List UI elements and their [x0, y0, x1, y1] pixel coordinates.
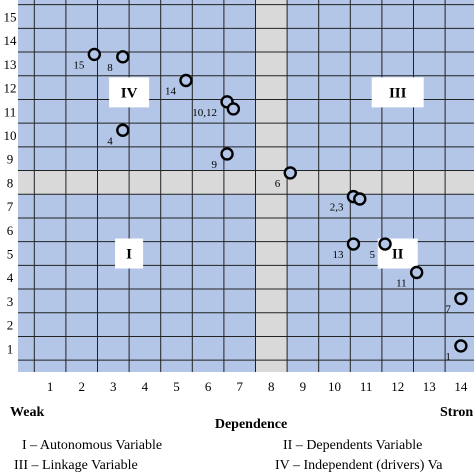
data-point-label: 10,12 — [192, 107, 217, 119]
data-point-label: 13 — [332, 249, 344, 261]
quadrant-label: II — [392, 247, 404, 263]
legend-autonomous: I – Autonomous Variable — [22, 438, 162, 453]
shaded-bands — [18, 0, 474, 372]
data-point — [283, 166, 297, 180]
shaded-row — [18, 170, 474, 195]
data-point — [346, 237, 361, 251]
x-tick-label: 12 — [391, 379, 404, 394]
x-tick-labels: 1 2 3 4 5 6 7 8 9 10 11 12 13 14 — [47, 379, 468, 394]
y-tick-label: 14 — [4, 33, 18, 48]
y-tick-label: 4 — [7, 270, 14, 285]
quadrant-label: I — [126, 247, 132, 263]
y-tick-label: 13 — [4, 57, 17, 72]
y-tick-label: 15 — [4, 10, 17, 25]
legend-linkage: III – Linkage Variable — [14, 458, 138, 473]
y-tick-label: 3 — [7, 294, 14, 309]
data-point — [179, 73, 193, 88]
y-tick-label: 7 — [7, 199, 14, 214]
x-tick-label: 11 — [360, 379, 373, 394]
data-point-label: 1 — [445, 351, 451, 363]
axis-weak-label: Weak — [10, 405, 44, 420]
data-point — [87, 47, 102, 62]
y-tick-label: 5 — [7, 247, 14, 262]
data-point — [116, 123, 130, 137]
data-point — [353, 192, 367, 206]
legend-dependents: II – Dependents Variable — [283, 438, 422, 453]
data-point — [220, 147, 234, 161]
x-tick-label: 1 — [47, 379, 54, 394]
data-points: 15 8 14 10,12 4 9 6 2,3 13 5 11 7 1 — [73, 47, 468, 363]
x-tick-label: 4 — [142, 379, 149, 394]
data-point-label: 8 — [107, 62, 113, 74]
data-point — [116, 50, 130, 64]
data-point — [454, 339, 468, 353]
x-tick-label: 13 — [423, 379, 436, 394]
y-tick-label: 8 — [7, 175, 14, 190]
quadrant-label: III — [389, 85, 407, 101]
data-point-label: 14 — [165, 85, 177, 97]
x-tick-label: 8 — [268, 379, 275, 394]
quadrant-box — [115, 238, 144, 269]
data-point-label: 7 — [445, 304, 451, 316]
data-point-label: 15 — [73, 59, 85, 71]
grid-lines — [18, 0, 474, 372]
data-point-label: 11 — [396, 277, 407, 289]
axis-strong-label: Stron — [440, 405, 473, 420]
x-tick-label: 6 — [205, 379, 212, 394]
data-point-label: 2,3 — [330, 202, 344, 214]
quadrant-box — [371, 77, 424, 108]
x-tick-label: 3 — [110, 379, 117, 394]
x-tick-label: 7 — [236, 379, 243, 394]
y-tick-label: 9 — [7, 152, 14, 167]
x-tick-label: 2 — [78, 379, 85, 394]
y-tick-label: 11 — [4, 104, 17, 119]
x-axis-title: Dependence — [215, 417, 287, 432]
y-tick-label: 10 — [4, 128, 17, 143]
y-tick-label: 1 — [7, 341, 14, 356]
y-tick-label: 6 — [7, 223, 14, 238]
x-tick-label: 5 — [173, 379, 180, 394]
data-point — [409, 265, 424, 280]
x-tick-label: 10 — [328, 379, 341, 394]
data-point — [454, 291, 468, 306]
data-point-label: 5 — [370, 249, 376, 261]
y-tick-label: 2 — [7, 318, 14, 333]
data-point — [226, 102, 241, 116]
x-tick-label: 9 — [300, 379, 307, 394]
data-point-label: 4 — [107, 135, 113, 147]
quadrant-label: IV — [121, 85, 138, 101]
x-tick-label: 14 — [454, 379, 468, 394]
legend-independent: IV – Independent (drivers) Va — [275, 458, 443, 473]
data-point — [378, 237, 392, 251]
data-point-label: 6 — [275, 178, 281, 190]
data-point-label: 9 — [212, 159, 218, 171]
quadrant-box — [109, 77, 150, 108]
y-tick-label: 12 — [4, 81, 17, 96]
